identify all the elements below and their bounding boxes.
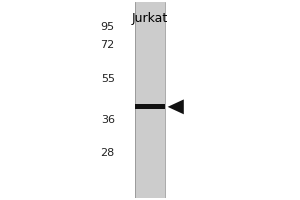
Text: 28: 28	[100, 148, 115, 158]
Text: 55: 55	[101, 74, 115, 84]
Polygon shape	[168, 99, 184, 114]
Bar	[135, 2, 165, 198]
Text: 36: 36	[101, 115, 115, 125]
Text: 72: 72	[100, 40, 115, 50]
Text: 95: 95	[100, 22, 115, 32]
Bar	[135, 104, 165, 109]
Text: Jurkat: Jurkat	[132, 12, 168, 25]
